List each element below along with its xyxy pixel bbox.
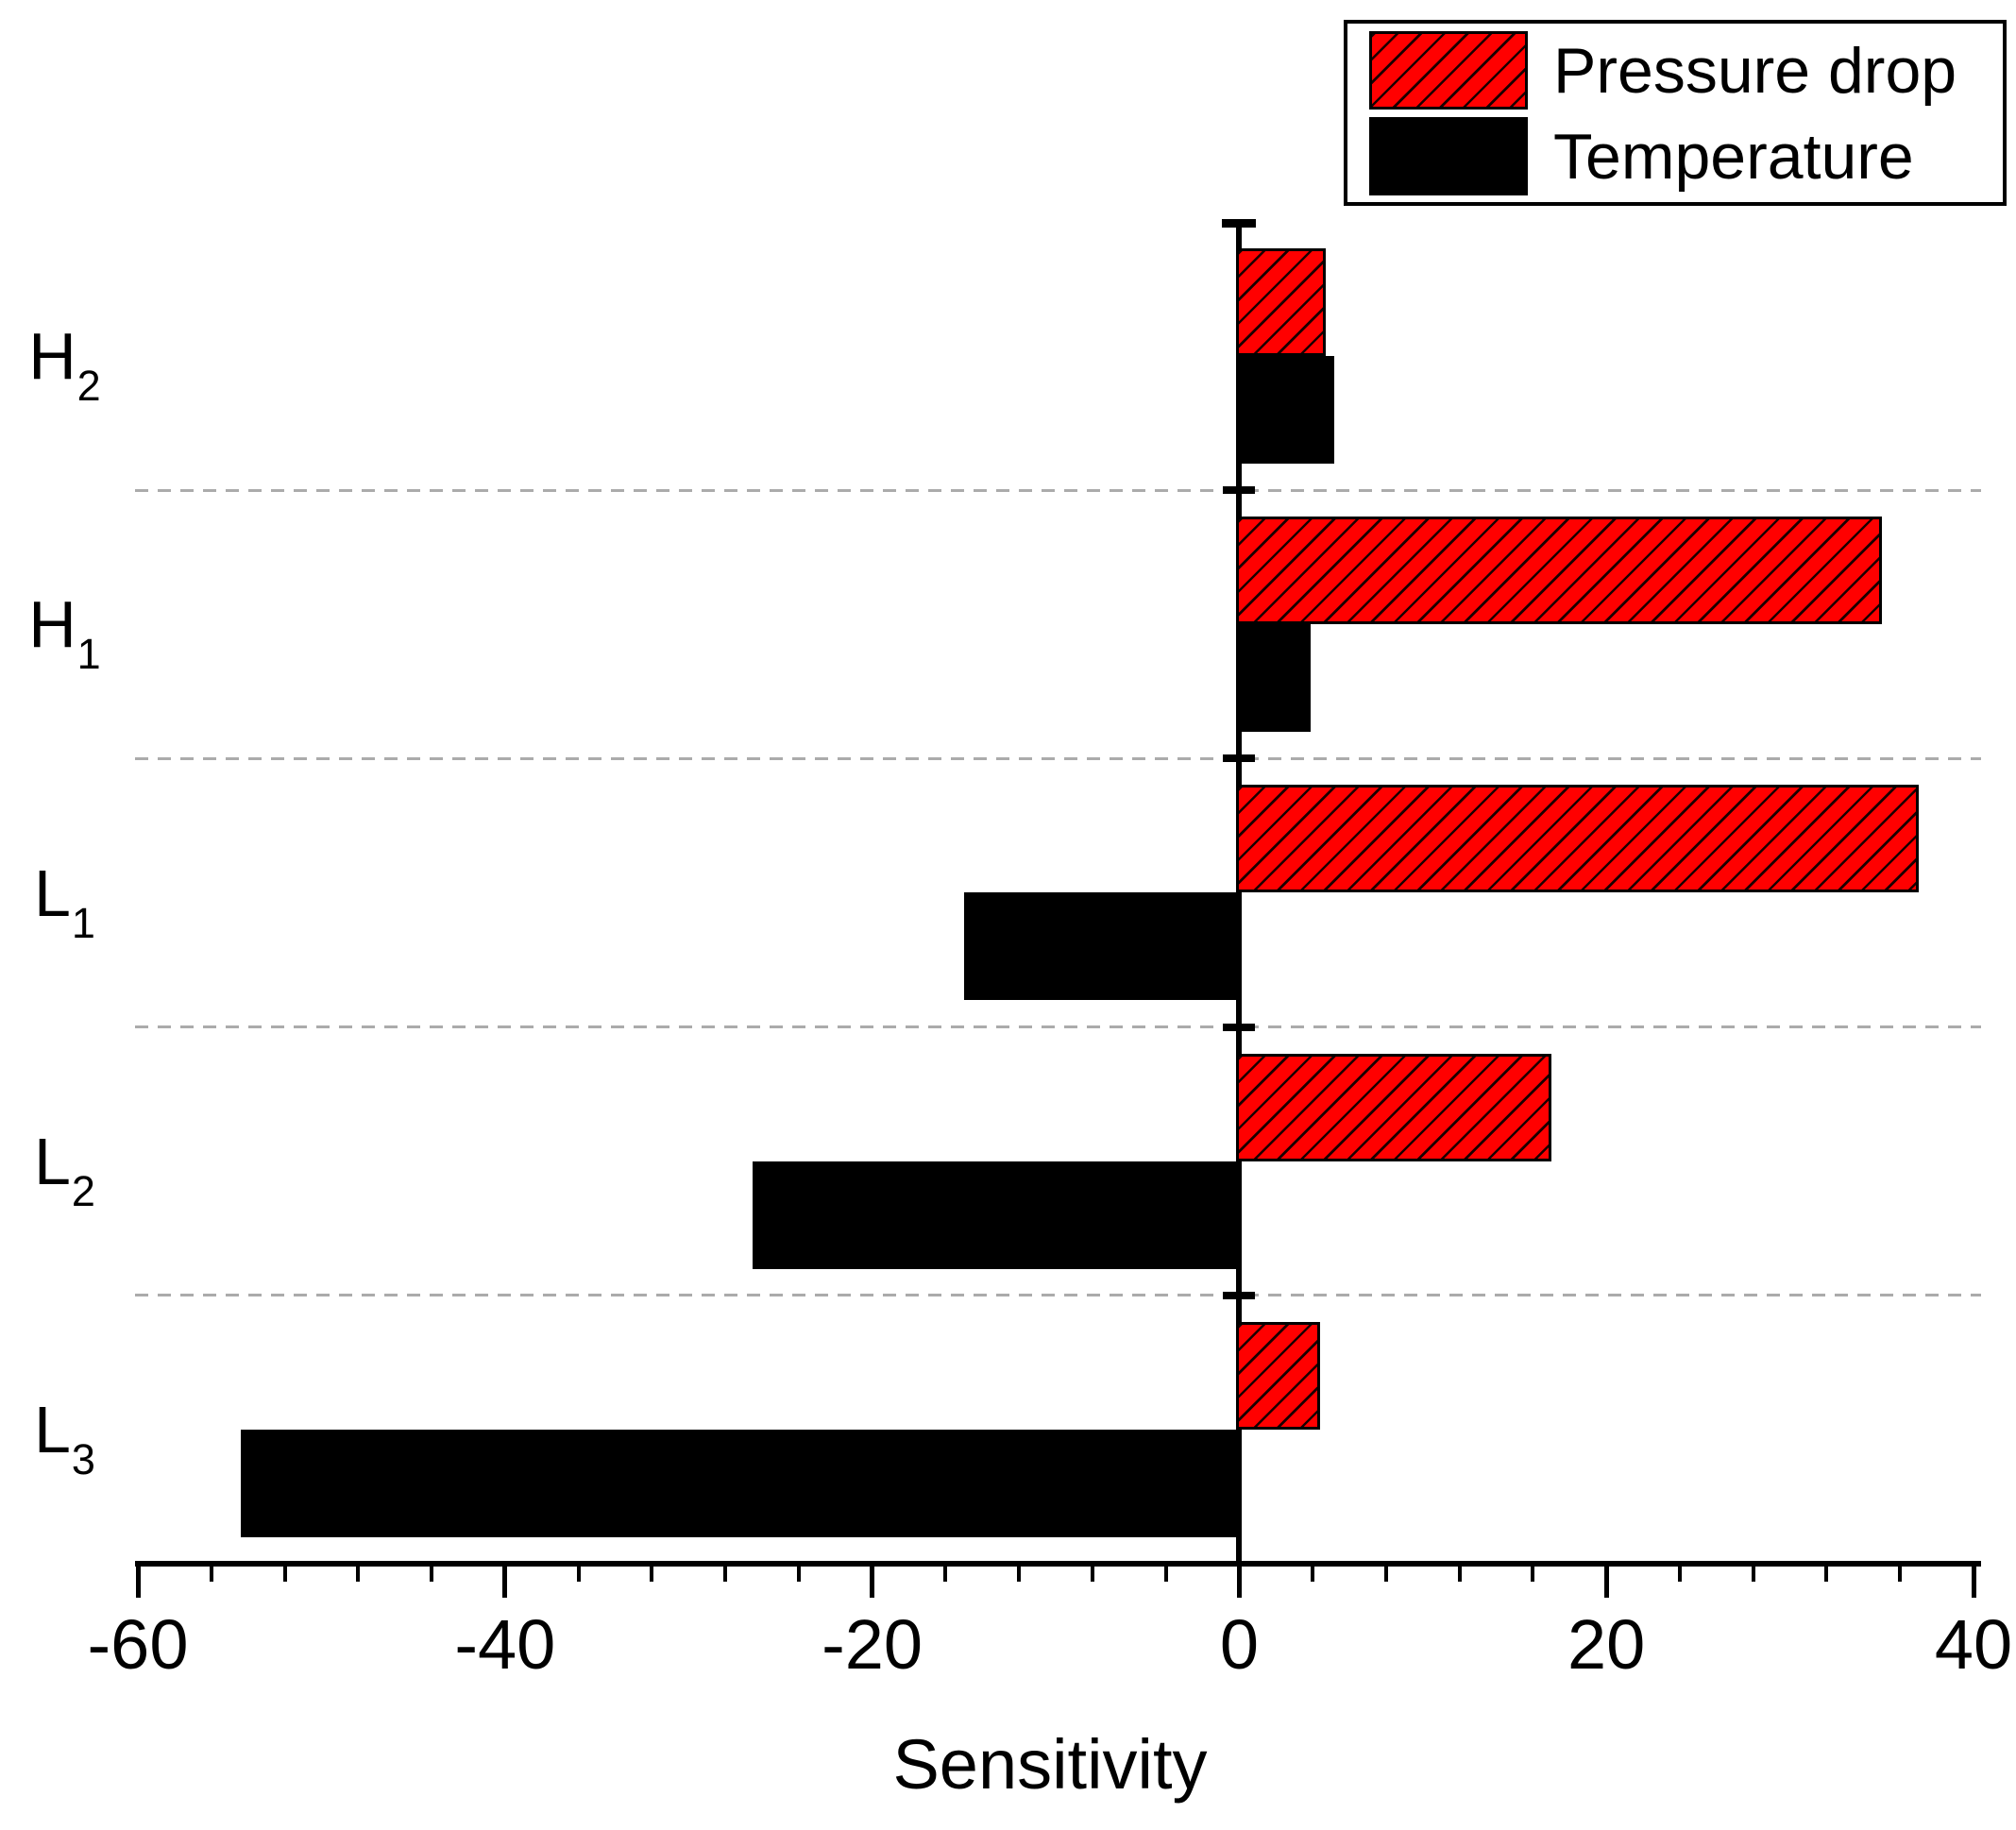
x-minor-tick (1457, 1567, 1462, 1582)
x-minor-tick (723, 1567, 728, 1582)
y-axis-top-cap (1222, 219, 1257, 228)
x-major-tick (1603, 1567, 1609, 1598)
legend-label-pressure-drop: Pressure drop (1553, 34, 1957, 107)
bar-temperature-L2 (753, 1161, 1243, 1269)
x-tick-label: -60 (87, 1605, 189, 1684)
bar-temperature-L3 (240, 1429, 1243, 1537)
category-label: L3 (34, 1392, 95, 1483)
x-major-tick (870, 1567, 875, 1598)
pressure-drop-swatch-icon (1369, 31, 1528, 110)
x-minor-tick (576, 1567, 581, 1582)
row-separator-gridline (135, 1294, 1981, 1297)
bar-pressure-drop-H1 (1236, 517, 1882, 625)
temperature-swatch-icon (1369, 117, 1528, 195)
x-minor-tick (1311, 1567, 1315, 1582)
x-minor-tick (1751, 1567, 1755, 1582)
x-minor-tick (796, 1567, 801, 1582)
x-minor-tick (1163, 1567, 1168, 1582)
y-axis-boundary-tick (1223, 754, 1256, 763)
category-label: H1 (28, 587, 101, 679)
x-major-tick (1971, 1567, 1976, 1598)
x-axis-title: Sensitivity (892, 1725, 1208, 1804)
bar-temperature-H2 (1236, 356, 1335, 464)
x-minor-tick (943, 1567, 948, 1582)
row-separator-gridline (135, 1025, 1981, 1029)
row-separator-gridline (135, 756, 1981, 760)
x-minor-tick (1898, 1567, 1903, 1582)
x-minor-tick (430, 1567, 434, 1582)
y-axis-boundary-tick (1223, 1291, 1256, 1299)
x-minor-tick (1531, 1567, 1535, 1582)
category-label: L1 (34, 856, 95, 947)
row-separator-gridline (135, 488, 1981, 492)
legend-entry-pressure-drop: Pressure drop (1369, 31, 1957, 110)
x-major-tick (502, 1567, 508, 1598)
x-minor-tick (356, 1567, 361, 1582)
x-tick-label: 0 (1219, 1605, 1259, 1684)
category-label: L2 (34, 1124, 95, 1215)
category-label: H2 (28, 319, 101, 411)
x-minor-tick (209, 1567, 213, 1582)
bar-pressure-drop-L1 (1236, 785, 1919, 893)
y-axis-boundary-tick (1223, 486, 1256, 495)
x-minor-tick (1090, 1567, 1094, 1582)
x-minor-tick (282, 1567, 287, 1582)
legend-entry-temperature: Temperature (1369, 117, 1914, 195)
x-tick-label: 20 (1567, 1605, 1646, 1684)
bar-temperature-L1 (963, 892, 1243, 1001)
bar-temperature-H1 (1236, 624, 1312, 733)
x-axis-line (135, 1561, 1981, 1567)
legend-label-temperature: Temperature (1553, 120, 1914, 193)
x-major-tick (135, 1567, 141, 1598)
bar-pressure-drop-L3 (1236, 1321, 1320, 1430)
x-major-tick (1236, 1567, 1242, 1598)
x-minor-tick (1677, 1567, 1682, 1582)
bar-pressure-drop-L2 (1236, 1053, 1551, 1161)
x-tick-label: -20 (822, 1605, 923, 1684)
y-axis-boundary-tick (1223, 1023, 1256, 1031)
x-minor-tick (1383, 1567, 1388, 1582)
x-minor-tick (1824, 1567, 1829, 1582)
x-minor-tick (650, 1567, 654, 1582)
bar-pressure-drop-H2 (1236, 248, 1326, 356)
x-minor-tick (1017, 1567, 1022, 1582)
legend: Pressure drop Temperature (1344, 20, 2007, 206)
x-tick-label: 40 (1934, 1605, 2013, 1684)
x-tick-label: -40 (454, 1605, 556, 1684)
